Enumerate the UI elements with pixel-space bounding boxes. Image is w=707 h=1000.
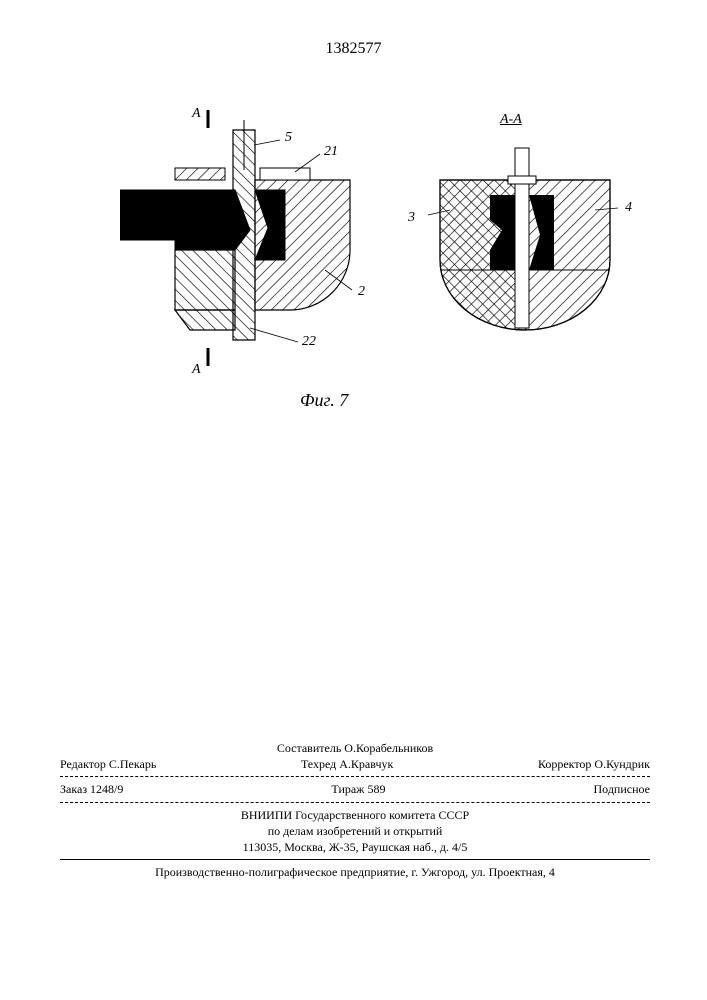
techred: Техред А.Кравчук [301, 756, 393, 772]
section-mark-a-top: А [192, 106, 201, 122]
callout-4: 4 [625, 200, 632, 216]
address1: 113035, Москва, Ж-35, Раушская наб., д. … [60, 839, 650, 855]
figure-7: А А 5 21 2 22 А-А 3 4 [80, 110, 630, 410]
editor: Редактор С.Пекарь [60, 756, 156, 772]
figure-left-view [120, 110, 380, 370]
callout-3: 3 [408, 210, 415, 226]
divider-3 [60, 859, 650, 860]
compiler: Составитель О.Корабельников [60, 740, 650, 756]
section-mark-a-bottom: А [192, 362, 201, 378]
section-label: А-А [500, 112, 522, 128]
callout-21: 21 [324, 144, 338, 160]
callout-22: 22 [302, 334, 316, 350]
divider-1 [60, 776, 650, 777]
figure-right-view [420, 140, 630, 350]
printer: Производственно-полиграфическое предприя… [60, 864, 650, 880]
divider-2 [60, 802, 650, 803]
org1: ВНИИПИ Государственного комитета СССР [60, 807, 650, 823]
credits-block: Составитель О.Корабельников Редактор С.П… [60, 740, 650, 880]
order: Заказ 1248/9 [60, 781, 123, 797]
figure-caption: Фиг. 7 [300, 390, 348, 411]
circulation: Тираж 589 [331, 781, 385, 797]
corrector: Корректор О.Кундрик [538, 756, 650, 772]
subscription: Подписное [594, 781, 651, 797]
org2: по делам изобретений и открытий [60, 823, 650, 839]
patent-number: 1382577 [326, 40, 382, 58]
callout-5: 5 [285, 130, 292, 146]
callout-2: 2 [358, 284, 365, 300]
